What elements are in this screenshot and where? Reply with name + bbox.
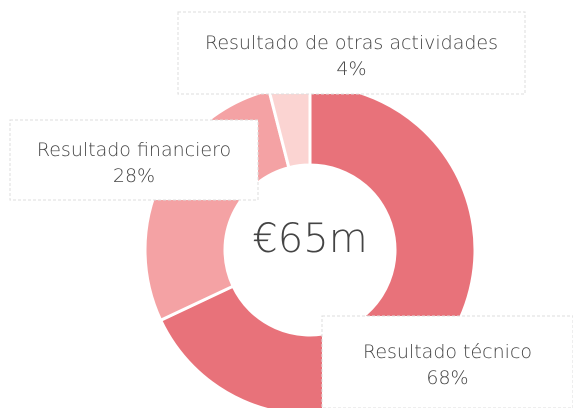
center-label: €65m (252, 216, 367, 262)
slice-value-label: 4% (336, 58, 366, 80)
label-box (9, 119, 259, 201)
slice-label: Resultado técnico (363, 341, 532, 363)
slice-value-label: 68% (426, 367, 468, 389)
slice-label: Resultado de otras actividades (205, 32, 498, 54)
slice-value-label: 28% (113, 165, 155, 187)
slice-label: Resultado financiero (37, 139, 231, 161)
label-box (177, 11, 526, 95)
label-box (321, 315, 573, 409)
